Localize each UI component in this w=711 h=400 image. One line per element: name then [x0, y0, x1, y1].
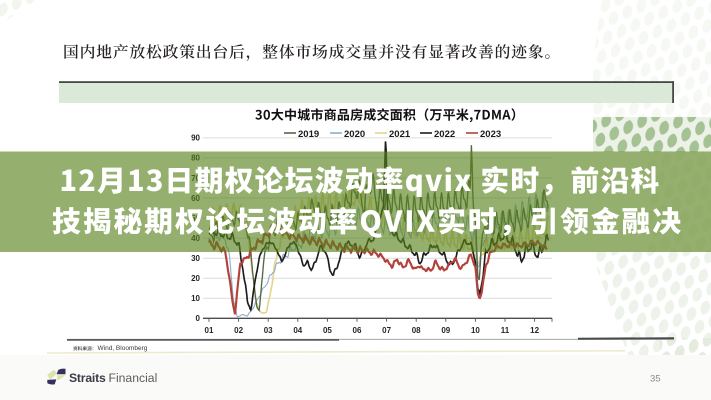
svg-text:01: 01	[205, 326, 214, 335]
svg-text:2021: 2021	[389, 129, 411, 140]
svg-text:08: 08	[412, 326, 421, 335]
svg-text:02: 02	[234, 326, 243, 335]
svg-text:12: 12	[530, 326, 539, 335]
svg-text:10: 10	[471, 326, 480, 335]
svg-text:Wind, Bloomberg: Wind, Bloomberg	[98, 345, 148, 352]
svg-text:35: 35	[650, 374, 661, 385]
svg-text:07: 07	[382, 326, 391, 335]
svg-text:2023: 2023	[480, 129, 501, 140]
svg-text:06: 06	[353, 326, 362, 335]
svg-text:2022: 2022	[434, 129, 455, 140]
svg-text:2020: 2020	[344, 129, 365, 140]
svg-text:2019: 2019	[298, 129, 319, 140]
svg-text:30: 30	[191, 254, 200, 263]
svg-text:Straits: Straits	[69, 371, 106, 385]
svg-text:03: 03	[264, 326, 273, 335]
svg-text:20: 20	[191, 274, 200, 283]
svg-text:0: 0	[196, 314, 201, 323]
svg-text:Financial: Financial	[109, 371, 158, 385]
svg-text:05: 05	[323, 326, 332, 335]
svg-text:04: 04	[293, 326, 302, 335]
svg-text:11: 11	[501, 326, 510, 335]
svg-text:90: 90	[191, 134, 200, 143]
svg-text:09: 09	[441, 326, 450, 335]
svg-text:10: 10	[191, 294, 200, 303]
